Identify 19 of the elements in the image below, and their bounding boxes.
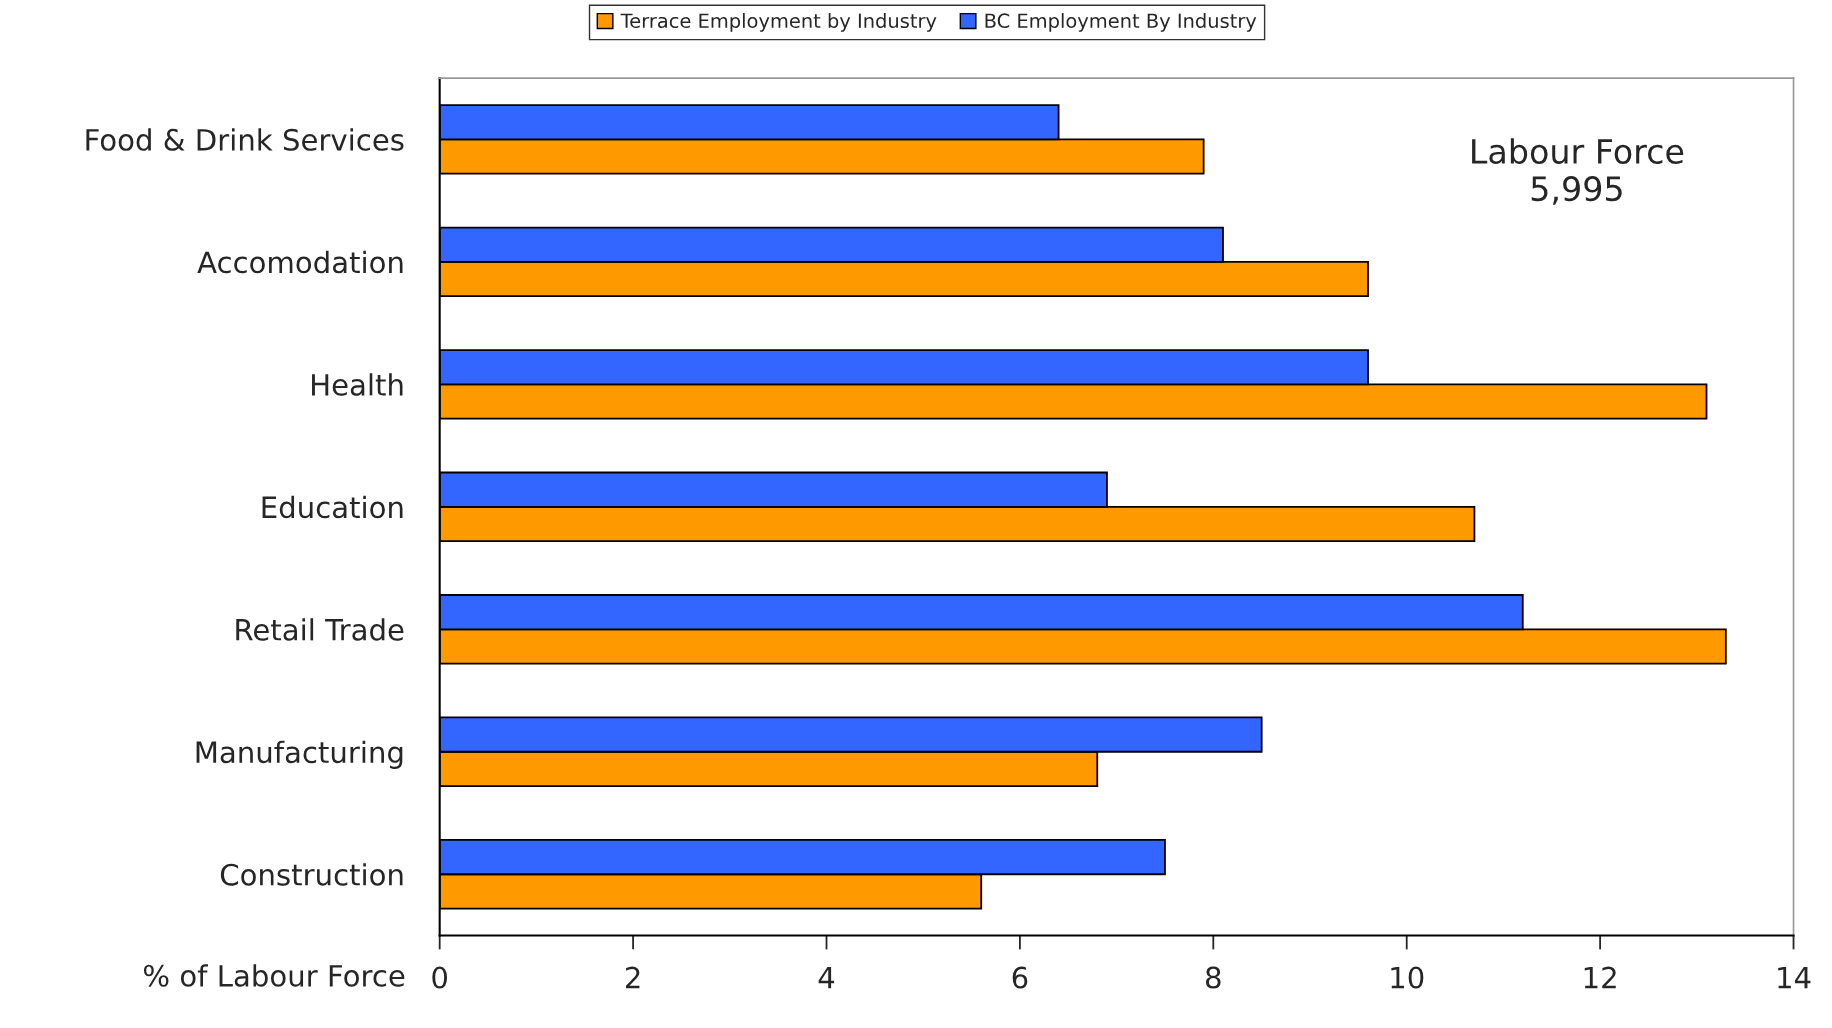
legend-label: Terrace Employment by Industry [620,13,937,32]
y-tick-label: Health [312,373,403,396]
x-axis-title: % of Labour Force [143,964,405,987]
x-tick-label: 8 [1206,966,1221,989]
annotation: Labour Force 5,995 [1472,138,1684,205]
y-tick-label: Construction [220,863,403,886]
x-tick-label: 2 [625,966,640,989]
y-tick-label: Manufacturing [196,740,403,769]
x-tick-label: 0 [432,966,448,989]
x-tick-label: 10 [1391,966,1424,989]
x-tick-label: 4 [818,966,835,989]
legend-label: BC Employment By Industry [985,13,1257,32]
x-tick-label: 14 [1778,966,1811,989]
y-tick-label: Education [262,495,403,519]
x-tick-label: 6 [1012,966,1028,989]
y-tick-label: Accomodation [197,250,403,274]
x-tick-label: 12 [1584,966,1616,989]
y-tick-label: Food & Drink Services [86,128,404,151]
y-tick-label: Retail Trade [236,618,404,641]
